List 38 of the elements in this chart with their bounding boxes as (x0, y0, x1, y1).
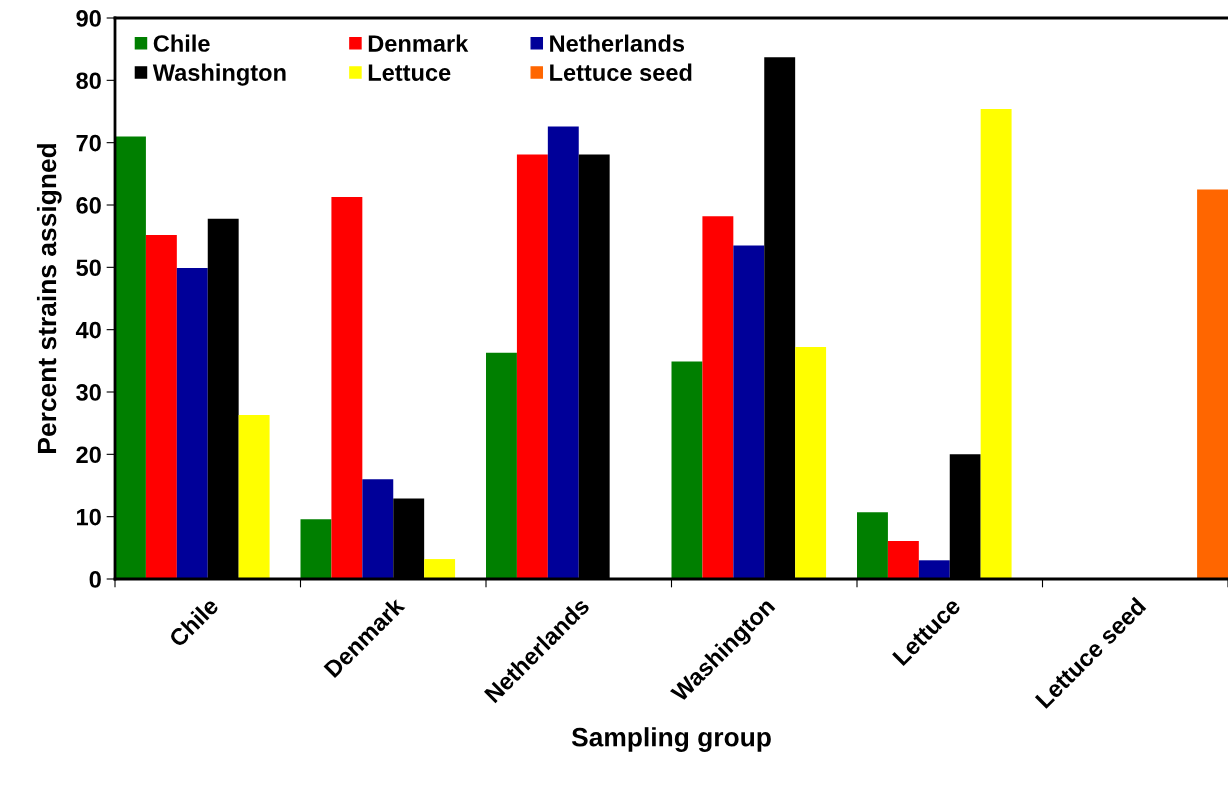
bar (115, 136, 146, 579)
y-axis-title: Percent strains assigned (36, 144, 62, 453)
bar (486, 352, 517, 579)
y-tick-label: 70 (76, 134, 101, 152)
y-tick-label: 60 (76, 197, 101, 214)
y-tick-label: 10 (77, 508, 101, 526)
bar (733, 245, 765, 579)
legend-label: Lettuce (368, 64, 451, 81)
y-tick-label: 50 (76, 259, 101, 277)
bar (795, 347, 827, 579)
legend-label: Washington (152, 63, 286, 86)
bar (362, 479, 394, 579)
bar (424, 559, 456, 579)
bar (300, 519, 332, 579)
bar (547, 126, 579, 579)
y-tick-label: 0 (89, 571, 101, 588)
legend-label: Netherlands (550, 34, 685, 52)
bar (918, 560, 950, 579)
bar (516, 154, 548, 579)
bar (857, 512, 888, 579)
bar (1197, 189, 1228, 579)
y-tick-label: 20 (76, 446, 101, 464)
bar (671, 361, 703, 579)
x-axis-title: Sampling group (571, 727, 771, 752)
y-tick-label: 30 (76, 384, 101, 401)
bar (702, 216, 734, 579)
bar (238, 415, 270, 579)
bar (145, 234, 177, 579)
legend-label: Denmark (368, 34, 469, 52)
y-tick-label: 90 (76, 10, 101, 27)
y-tick-label: 40 (75, 321, 101, 339)
bar (331, 196, 363, 579)
legend-label: Lettuce seed (550, 63, 692, 81)
y-tick-label: 80 (76, 72, 101, 90)
legend-label: Chile (153, 34, 210, 52)
bar (980, 109, 1012, 579)
bar (887, 540, 919, 579)
bar (176, 267, 208, 579)
